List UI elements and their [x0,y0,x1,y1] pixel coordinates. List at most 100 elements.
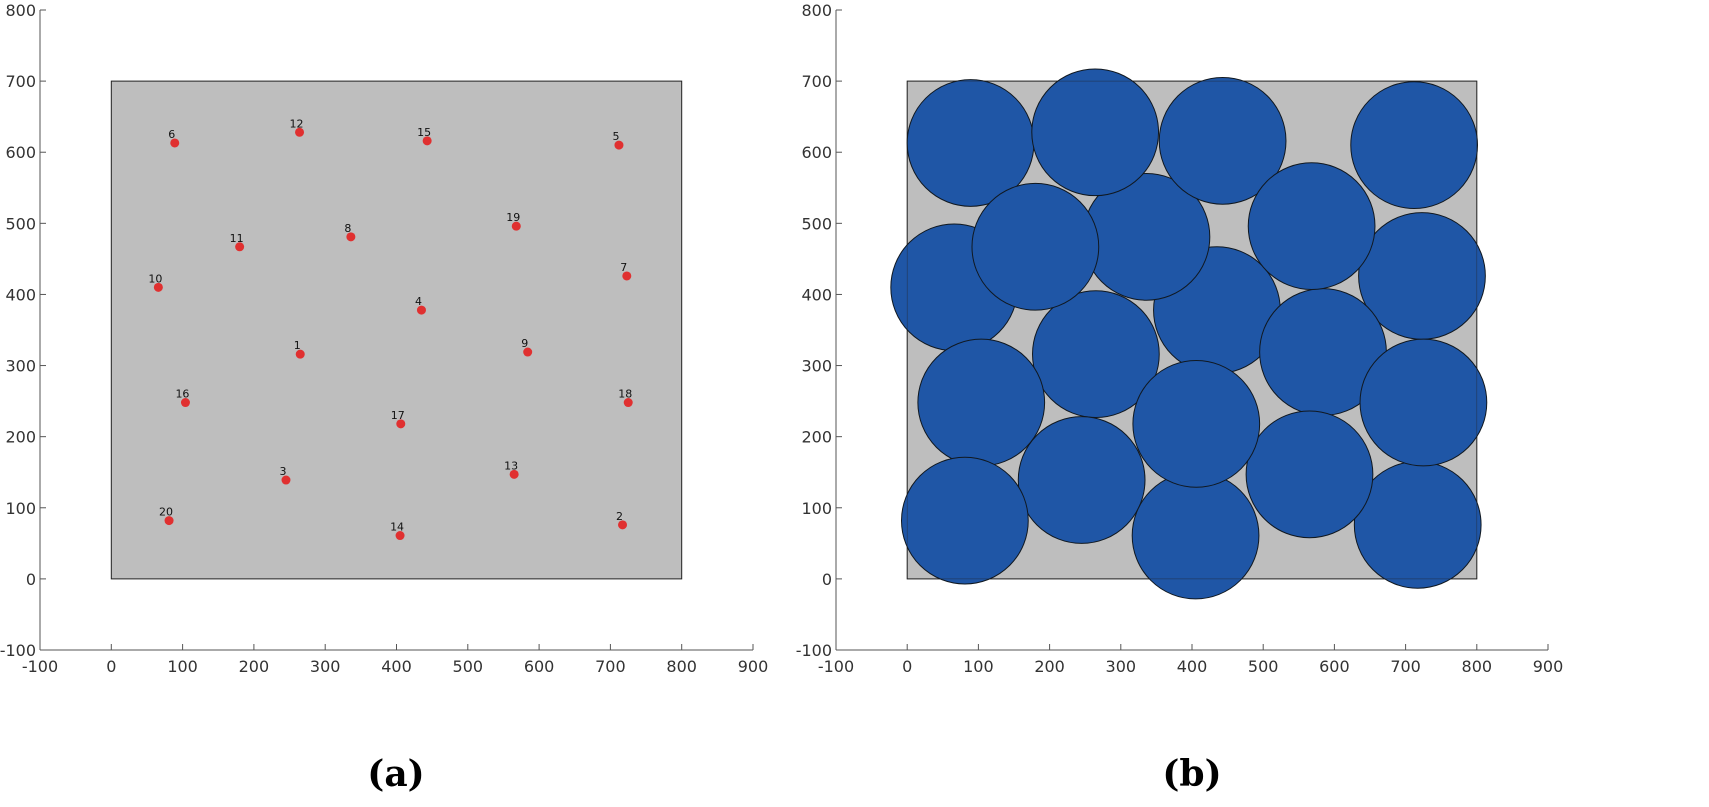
data-point [281,475,291,485]
coverage-circle [1353,460,1482,589]
point-label: 9 [521,337,528,350]
x-tick-label: 200 [1034,657,1065,676]
point-label: 16 [175,388,189,401]
y-tick-label: 600 [5,143,36,162]
coverage-circle [1132,359,1261,488]
y-tick-label: 600 [801,143,832,162]
point-label: 3 [279,465,286,478]
point-label: 1 [294,339,301,352]
x-tick-label: 100 [167,657,198,676]
x-tick-label: 100 [963,657,994,676]
y-tick-label: 100 [801,499,832,518]
point-label: 17 [391,409,405,422]
coverage-circle [971,182,1100,311]
data-point [622,271,632,281]
coverage-circle [1350,81,1479,209]
panel-a-scatter: -100 0 100 200 300 400 500 600 700 800 900 -100 0 100… [0,1,768,676]
data-point [164,516,174,526]
data-point [422,136,432,146]
y-tick-label: 200 [5,428,36,447]
coverage-circle [901,456,1029,585]
point-label: 13 [504,459,518,472]
data-point [623,398,633,408]
data-point [295,127,305,137]
point-label: 20 [159,506,173,519]
point-label: 12 [290,117,304,130]
point-label: 7 [620,261,627,274]
y-tick-label: 200 [801,428,832,447]
x-tick-label: 200 [239,657,270,676]
x-tick-label: 900 [738,657,769,676]
data-point [395,531,405,541]
data-point [416,305,426,315]
point-label: 6 [168,128,175,141]
x-tick-label: 900 [1533,657,1564,676]
data-point [511,221,521,231]
x-tick-label: 600 [524,657,555,676]
point-label: 11 [230,232,244,245]
point-label: 10 [148,272,162,285]
point-label: 8 [344,222,351,235]
y-tick-label: 300 [5,357,36,376]
y-tick-label: -100 [0,641,36,660]
panel-a-caption: (a) [367,753,424,795]
y-tick-label: 0 [26,570,36,589]
data-point [180,398,190,408]
data-point [396,419,406,429]
data-point [235,242,245,252]
coverage-circle [1247,162,1376,291]
x-tick-label: 700 [1390,657,1421,676]
coverage-circle [917,338,1046,467]
x-tick-label: 0 [106,657,116,676]
data-point [618,520,628,530]
x-tick-label: -100 [22,657,58,676]
x-tick-label: 300 [310,657,341,676]
x-tick-label: 600 [1319,657,1350,676]
data-point [153,282,163,292]
point-label: 19 [506,211,520,224]
y-tick-label: 500 [801,214,832,233]
x-tick-label: 500 [1248,657,1279,676]
y-tick-label: 700 [801,72,832,91]
data-point [346,232,356,242]
data-point [170,138,180,148]
data-point [509,469,519,479]
point-label: 18 [618,388,632,401]
x-tick-label: 400 [1177,657,1208,676]
y-tick-label: 300 [801,357,832,376]
x-tick-label: 500 [453,657,484,676]
x-tick-label: 800 [1462,657,1493,676]
panel-b-circles: -100 0 100 200 300 400 500 600 700 800 900 -100 0 100… [796,1,1564,676]
point-label: 4 [415,295,422,308]
coverage-circle [1158,76,1287,205]
x-tick-label: 0 [902,657,912,676]
coverage-circle [1245,410,1374,539]
x-tick-label: 700 [595,657,626,676]
y-tick-label: 700 [5,72,36,91]
point-label: 2 [616,510,623,523]
coverage-circle [1017,416,1146,544]
y-tick-label: 100 [5,499,36,518]
y-tick-label: 400 [5,285,36,304]
point-label: 15 [417,126,431,139]
x-tick-label: 300 [1106,657,1137,676]
data-point [295,349,305,359]
panel-b-caption: (b) [1162,753,1221,795]
y-tick-label: 400 [801,285,832,304]
y-tick-label: 500 [5,214,36,233]
data-point [523,347,533,357]
point-label: 5 [612,130,619,143]
coverage-circle [1031,68,1160,197]
y-tick-label: 0 [822,570,832,589]
x-tick-label: -100 [818,657,854,676]
domain-border [906,80,1478,580]
y-tick-label: -100 [796,641,832,660]
x-tick-label: 400 [381,657,412,676]
data-point [614,140,624,150]
coverage-circle [1032,290,1160,419]
x-tick-label: 800 [666,657,697,676]
domain-region [110,80,683,580]
point-label: 14 [390,521,404,534]
coverage-circle [1359,338,1488,467]
